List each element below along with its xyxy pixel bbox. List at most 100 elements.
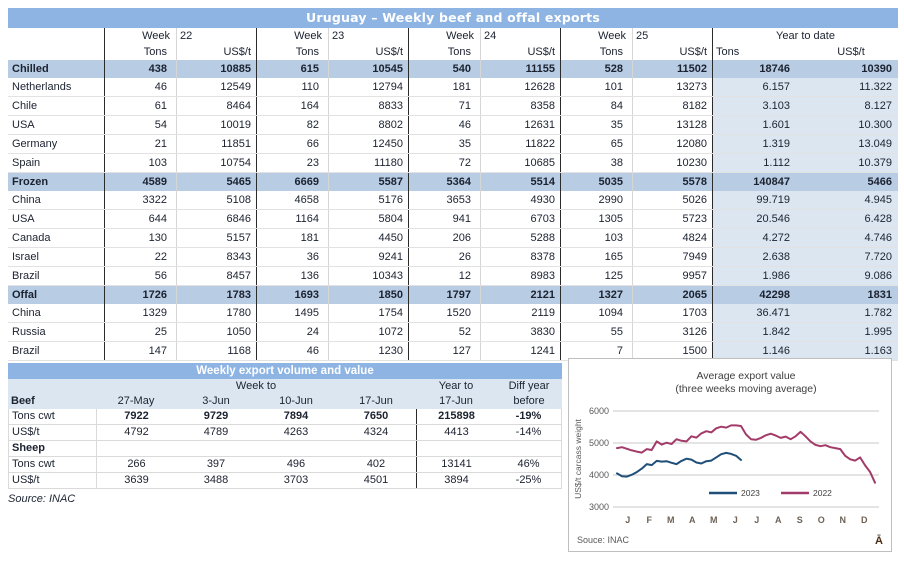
usd-value: 12794 [328,78,408,96]
measure-label: Tons cwt [8,457,96,472]
table-row: China 1329 1780 1495 1754 1520 2119 1094 1703 36.… [8,304,898,323]
ytd-usd-value: 8.127 [804,97,898,115]
chart-subtitle: (three weeks moving average) [675,383,816,395]
usd-value: 5578 [632,173,712,191]
ytd-tons-value: 140847 [712,173,804,191]
usd-value: 10885 [176,60,256,78]
week-number: 23 [328,28,408,44]
tons-header: Tons [560,44,632,60]
ytd-usd-value: 7.720 [804,248,898,266]
usd-value: 11851 [176,135,256,153]
usd-value: 3830 [480,323,560,341]
ytd-tons-value: 6.157 [712,78,804,96]
series-2022-line [616,424,876,484]
tons-value: 46 [256,342,328,360]
data-value: 7922 [96,409,176,424]
ytd-usd-value: 13.049 [804,135,898,153]
tons-value: 1693 [256,286,328,304]
tons-value: 71 [408,97,480,115]
date-header: 3-Jun [202,395,230,407]
section-row: Offal 1726 1783 1693 1850 1797 2121 1327 2065 422… [8,286,898,304]
volume-table-header: Week to Year to Diff year Beef 27-May 3-Jun 10… [8,379,562,409]
ytd-tons-value: 3.103 [712,97,804,115]
tons-value: 181 [408,78,480,96]
tons-value: 3653 [408,191,480,209]
tons-value: 127 [408,342,480,360]
ytd-tons-value: 1.601 [712,116,804,134]
data-value: 7894 [283,410,309,422]
usd-value: 13273 [632,78,712,96]
ytd-tons-value: 2.638 [712,248,804,266]
usd-value: 10019 [176,116,256,134]
usd-value: 1072 [328,323,408,341]
x-month-label: J [625,515,630,525]
tons-value: 103 [560,229,632,247]
tons-value: 110 [256,78,328,96]
y-tick-label: 3000 [589,502,609,512]
week-label: Week [104,28,176,44]
ytd-usd-value: 1.782 [804,304,898,322]
usd-value: 10754 [176,154,256,172]
tons-value: 72 [408,154,480,172]
corner-cell [8,379,96,394]
usd-header: US$/t [176,44,256,60]
table-row: Brazil 147 1168 46 1230 127 1241 7 1500 1.146 1.16… [8,342,898,361]
row-label: Canada [12,232,51,244]
usd-value: 10230 [632,154,712,172]
ytd-usd-value: 1831 [867,289,892,301]
usd-value: 9241 [328,248,408,266]
tons-value: 65 [560,135,632,153]
main-table-title: Uruguay – Weekly beef and offal exports [8,8,898,28]
ytd-usd-value: 4.945 [804,191,898,209]
x-month-label: O [818,515,825,525]
usd-value: 5723 [632,210,712,228]
tons-value: 1495 [256,304,328,322]
tons-value: 528 [560,60,632,78]
volume-value-table: Weekly export volume and value Week to Ye… [8,363,562,505]
usd-value: 8378 [480,248,560,266]
ytd-usd-value: 4.746 [804,229,898,247]
usd-value: 8343 [176,248,256,266]
x-month-label: F [647,515,653,525]
measure-label: Tons cwt [8,409,96,424]
table-row: Spain 103 10754 23 11180 72 10685 38 10230 1.112 1… [8,154,898,173]
diff-value [496,441,562,456]
tons-value: 136 [256,267,328,285]
data-value [96,441,176,456]
usd-value: 1780 [176,304,256,322]
row-label: Brazil [12,270,40,282]
usd-value: 1703 [632,304,712,322]
usd-value: 12450 [328,135,408,153]
usd-value: 5108 [176,191,256,209]
species-row: Sheep [8,441,562,457]
usd-value: 6846 [176,210,256,228]
tons-value: 82 [256,116,328,134]
table-row: USA 644 6846 1164 5804 941 6703 1305 5723 20.546 6… [8,210,898,229]
tons-value: 5035 [560,173,632,191]
usd-header: US$/t [632,44,712,60]
row-label: Brazil [12,345,40,357]
row-label: Chile [12,100,38,112]
usd-value: 5514 [480,173,560,191]
usd-value: 5288 [480,229,560,247]
volume-table-source: Source: INAC [8,493,76,505]
tons-value: 25 [104,323,176,341]
tons-value: 56 [104,267,176,285]
x-month-label: A [689,515,696,525]
usd-value: 2121 [480,286,560,304]
usd-value: 5176 [328,191,408,209]
data-value: 215898 [416,409,496,424]
usd-value: 13128 [632,116,712,134]
tons-value: 6669 [256,173,328,191]
tons-value: 1164 [256,210,328,228]
usd-value: 6703 [480,210,560,228]
legend-2023-label: 2023 [741,488,760,498]
ytd-usd-value: 11.322 [804,78,898,96]
year-to-label: Year to [438,380,474,392]
usd-value: 1168 [176,342,256,360]
y-tick-label: 5000 [589,438,609,448]
data-value: 4324 [363,426,389,438]
tons-value: 46 [408,116,480,134]
tons-value: 35 [560,116,632,134]
date-header: 27-May [117,395,155,407]
